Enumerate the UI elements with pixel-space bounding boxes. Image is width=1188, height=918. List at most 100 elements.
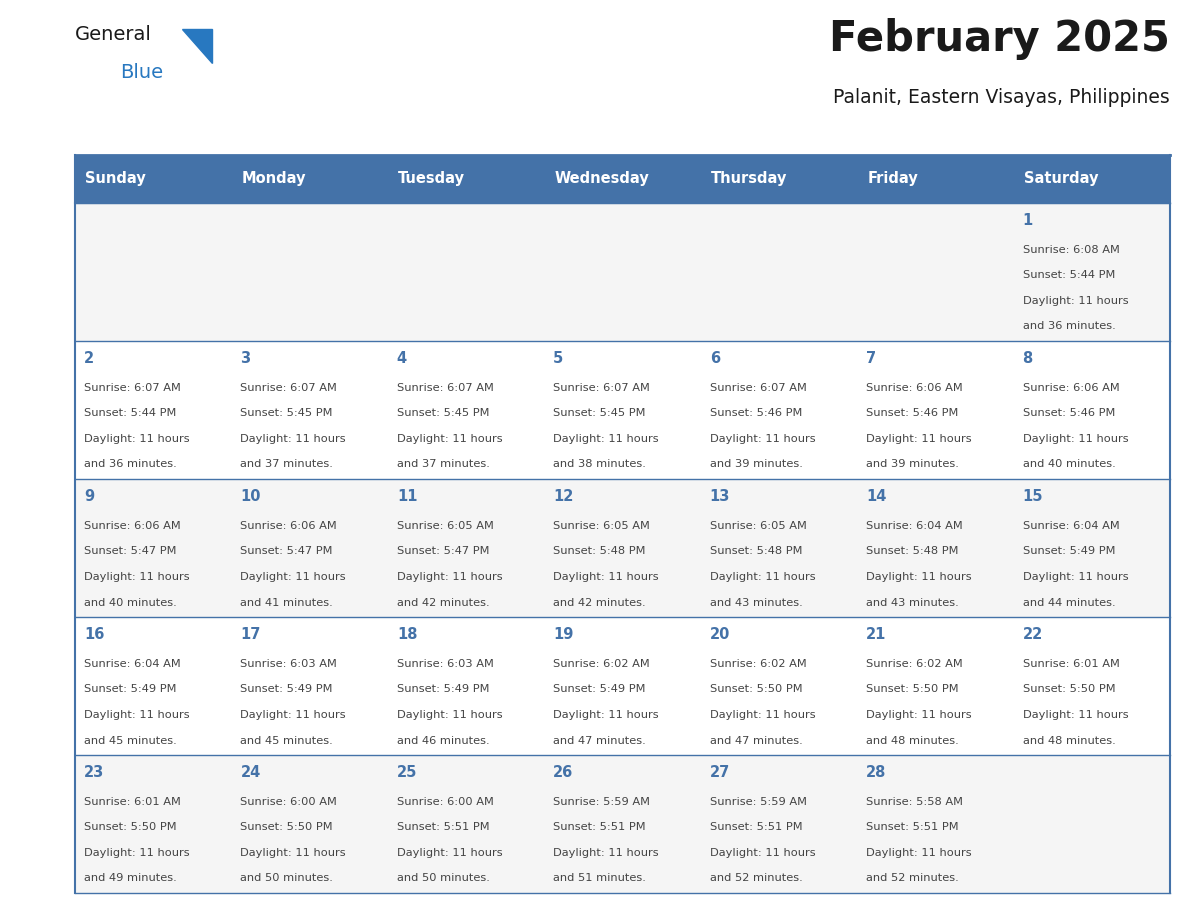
Text: Sunset: 5:51 PM: Sunset: 5:51 PM xyxy=(709,823,802,833)
Text: 13: 13 xyxy=(709,489,731,504)
Text: 4: 4 xyxy=(397,351,407,366)
Text: Tuesday: Tuesday xyxy=(398,172,465,186)
Text: Sunrise: 6:06 AM: Sunrise: 6:06 AM xyxy=(1023,383,1119,393)
Bar xyxy=(75,617,1170,755)
Text: Sunrise: 6:04 AM: Sunrise: 6:04 AM xyxy=(84,659,181,669)
Text: Daylight: 11 hours: Daylight: 11 hours xyxy=(866,710,972,720)
Text: Sunrise: 6:00 AM: Sunrise: 6:00 AM xyxy=(240,797,337,807)
Text: 20: 20 xyxy=(709,627,731,642)
Text: 23: 23 xyxy=(84,765,105,780)
Text: Sunrise: 6:08 AM: Sunrise: 6:08 AM xyxy=(1023,245,1119,255)
Bar xyxy=(75,203,1170,341)
Text: Sunset: 5:45 PM: Sunset: 5:45 PM xyxy=(240,409,333,419)
Text: 11: 11 xyxy=(397,489,417,504)
Text: Sunset: 5:51 PM: Sunset: 5:51 PM xyxy=(397,823,489,833)
Text: and 42 minutes.: and 42 minutes. xyxy=(554,598,646,608)
Text: Sunset: 5:46 PM: Sunset: 5:46 PM xyxy=(866,409,959,419)
Text: and 42 minutes.: and 42 minutes. xyxy=(397,598,489,608)
Text: and 48 minutes.: and 48 minutes. xyxy=(1023,735,1116,745)
Text: 25: 25 xyxy=(397,765,417,780)
Text: 19: 19 xyxy=(554,627,574,642)
Bar xyxy=(544,155,701,203)
Bar xyxy=(387,155,544,203)
Text: Sunrise: 6:03 AM: Sunrise: 6:03 AM xyxy=(240,659,337,669)
Text: Sunrise: 6:07 AM: Sunrise: 6:07 AM xyxy=(709,383,807,393)
Text: Daylight: 11 hours: Daylight: 11 hours xyxy=(709,848,815,858)
Text: Monday: Monday xyxy=(241,172,307,186)
Text: and 38 minutes.: and 38 minutes. xyxy=(554,460,646,469)
Text: Daylight: 11 hours: Daylight: 11 hours xyxy=(397,572,503,582)
Text: and 45 minutes.: and 45 minutes. xyxy=(84,735,177,745)
Text: Sunrise: 6:07 AM: Sunrise: 6:07 AM xyxy=(554,383,650,393)
Text: 16: 16 xyxy=(84,627,105,642)
Text: and 40 minutes.: and 40 minutes. xyxy=(1023,460,1116,469)
Text: Sunrise: 6:00 AM: Sunrise: 6:00 AM xyxy=(397,797,494,807)
Text: and 37 minutes.: and 37 minutes. xyxy=(240,460,334,469)
Text: Sunrise: 6:07 AM: Sunrise: 6:07 AM xyxy=(84,383,181,393)
Text: Sunrise: 6:01 AM: Sunrise: 6:01 AM xyxy=(1023,659,1119,669)
Text: Sunday: Sunday xyxy=(86,172,146,186)
Text: Sunset: 5:45 PM: Sunset: 5:45 PM xyxy=(397,409,489,419)
Text: Sunrise: 6:02 AM: Sunrise: 6:02 AM xyxy=(866,659,963,669)
Text: Sunset: 5:49 PM: Sunset: 5:49 PM xyxy=(554,685,646,695)
Text: Daylight: 11 hours: Daylight: 11 hours xyxy=(554,434,659,444)
Text: and 50 minutes.: and 50 minutes. xyxy=(240,874,334,883)
Text: Sunset: 5:51 PM: Sunset: 5:51 PM xyxy=(554,823,646,833)
Text: Daylight: 11 hours: Daylight: 11 hours xyxy=(84,434,190,444)
Text: 12: 12 xyxy=(554,489,574,504)
Text: and 44 minutes.: and 44 minutes. xyxy=(1023,598,1116,608)
Text: Daylight: 11 hours: Daylight: 11 hours xyxy=(240,848,346,858)
Text: Sunset: 5:45 PM: Sunset: 5:45 PM xyxy=(554,409,646,419)
Text: Sunrise: 6:03 AM: Sunrise: 6:03 AM xyxy=(397,659,494,669)
Text: Daylight: 11 hours: Daylight: 11 hours xyxy=(84,848,190,858)
Text: 18: 18 xyxy=(397,627,417,642)
Text: 24: 24 xyxy=(240,765,260,780)
Text: and 47 minutes.: and 47 minutes. xyxy=(709,735,802,745)
Text: 6: 6 xyxy=(709,351,720,366)
Text: and 43 minutes.: and 43 minutes. xyxy=(709,598,802,608)
Text: 27: 27 xyxy=(709,765,729,780)
Text: Daylight: 11 hours: Daylight: 11 hours xyxy=(240,572,346,582)
Text: Sunrise: 6:05 AM: Sunrise: 6:05 AM xyxy=(554,521,650,531)
Text: Daylight: 11 hours: Daylight: 11 hours xyxy=(1023,434,1129,444)
Text: Daylight: 11 hours: Daylight: 11 hours xyxy=(240,434,346,444)
Text: Daylight: 11 hours: Daylight: 11 hours xyxy=(397,848,503,858)
Text: Sunset: 5:47 PM: Sunset: 5:47 PM xyxy=(240,546,333,556)
Text: Sunset: 5:50 PM: Sunset: 5:50 PM xyxy=(709,685,802,695)
Text: 8: 8 xyxy=(1023,351,1032,366)
Bar xyxy=(701,155,858,203)
Text: Sunset: 5:44 PM: Sunset: 5:44 PM xyxy=(1023,271,1116,281)
Text: Daylight: 11 hours: Daylight: 11 hours xyxy=(866,848,972,858)
Text: Sunrise: 6:07 AM: Sunrise: 6:07 AM xyxy=(240,383,337,393)
Text: and 39 minutes.: and 39 minutes. xyxy=(709,460,803,469)
Text: Blue: Blue xyxy=(120,63,163,82)
Text: Sunrise: 6:06 AM: Sunrise: 6:06 AM xyxy=(866,383,963,393)
Bar xyxy=(75,479,1170,617)
Text: Sunrise: 5:58 AM: Sunrise: 5:58 AM xyxy=(866,797,963,807)
Text: Sunset: 5:50 PM: Sunset: 5:50 PM xyxy=(240,823,333,833)
Text: Sunset: 5:46 PM: Sunset: 5:46 PM xyxy=(1023,409,1116,419)
Text: Sunset: 5:48 PM: Sunset: 5:48 PM xyxy=(709,546,802,556)
Text: Daylight: 11 hours: Daylight: 11 hours xyxy=(709,710,815,720)
Text: and 36 minutes.: and 36 minutes. xyxy=(1023,321,1116,331)
Text: Friday: Friday xyxy=(867,172,918,186)
Bar xyxy=(75,155,232,203)
Text: 2: 2 xyxy=(84,351,94,366)
Text: General: General xyxy=(75,25,152,44)
Text: and 40 minutes.: and 40 minutes. xyxy=(84,598,177,608)
Text: 9: 9 xyxy=(84,489,94,504)
Text: Sunrise: 6:05 AM: Sunrise: 6:05 AM xyxy=(709,521,807,531)
Text: 14: 14 xyxy=(866,489,886,504)
Text: Daylight: 11 hours: Daylight: 11 hours xyxy=(709,572,815,582)
Text: 26: 26 xyxy=(554,765,574,780)
Text: Daylight: 11 hours: Daylight: 11 hours xyxy=(709,434,815,444)
Bar xyxy=(75,755,1170,893)
Text: and 52 minutes.: and 52 minutes. xyxy=(709,874,802,883)
Text: Sunset: 5:49 PM: Sunset: 5:49 PM xyxy=(240,685,333,695)
Text: Daylight: 11 hours: Daylight: 11 hours xyxy=(866,434,972,444)
Bar xyxy=(858,155,1013,203)
Text: 28: 28 xyxy=(866,765,886,780)
Text: and 39 minutes.: and 39 minutes. xyxy=(866,460,959,469)
Text: Saturday: Saturday xyxy=(1024,172,1098,186)
Text: and 45 minutes.: and 45 minutes. xyxy=(240,735,333,745)
